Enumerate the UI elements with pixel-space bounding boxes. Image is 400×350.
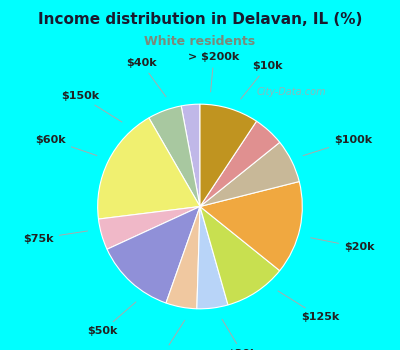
Text: $50k: $50k [87, 302, 136, 336]
Text: $125k: $125k [278, 291, 339, 322]
Wedge shape [166, 206, 200, 309]
Text: $200k: $200k [144, 320, 185, 350]
Wedge shape [107, 206, 200, 303]
Text: $40k: $40k [126, 58, 166, 97]
Text: Income distribution in Delavan, IL (%): Income distribution in Delavan, IL (%) [38, 12, 362, 27]
Text: $100k: $100k [303, 135, 372, 156]
Wedge shape [200, 121, 280, 206]
Wedge shape [200, 182, 302, 271]
Wedge shape [200, 206, 280, 305]
Text: $20k: $20k [311, 238, 374, 252]
Text: White residents: White residents [144, 35, 256, 48]
Text: $30k: $30k [222, 319, 258, 350]
Wedge shape [98, 118, 200, 219]
Text: $60k: $60k [35, 135, 97, 155]
Wedge shape [98, 206, 200, 249]
Wedge shape [149, 106, 200, 206]
Wedge shape [200, 104, 256, 206]
Wedge shape [181, 104, 200, 206]
Text: $10k: $10k [241, 61, 282, 99]
Text: > $200k: > $200k [188, 52, 240, 92]
Wedge shape [200, 142, 299, 206]
Text: City-Data.com: City-Data.com [256, 87, 326, 97]
Text: $150k: $150k [61, 91, 122, 122]
Wedge shape [197, 206, 228, 309]
Text: $75k: $75k [23, 231, 88, 244]
